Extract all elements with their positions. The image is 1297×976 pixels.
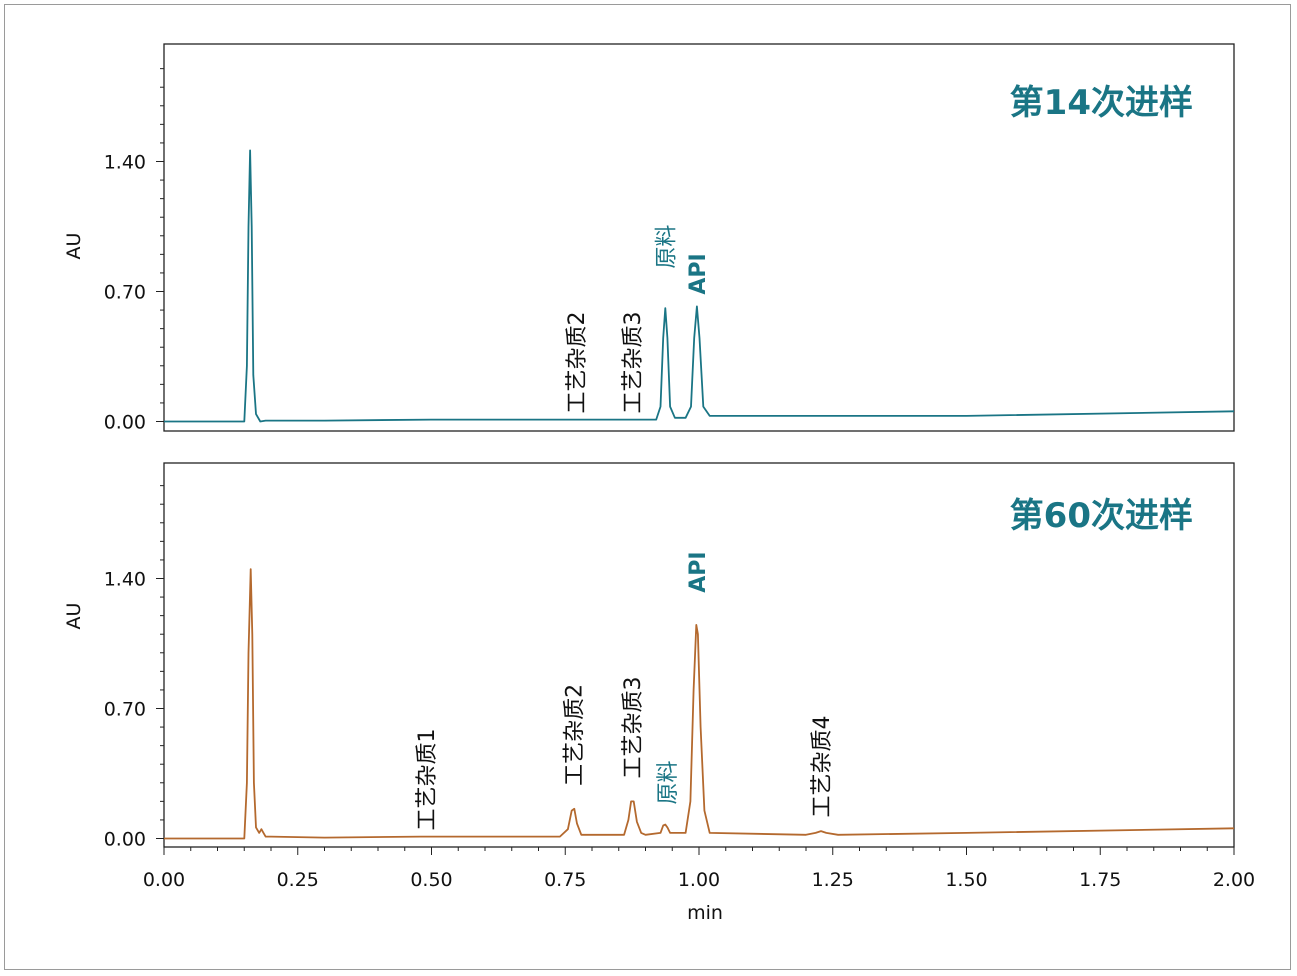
panel-title: 第14次进样 [1010,83,1193,123]
peak-label: API [686,253,711,294]
y-tick-label: 1.40 [104,569,146,591]
x-axis: 0.00 0.25 0.50 0.75 1.00 1.25 1.50 1.75 2.00 [143,847,1255,891]
x-tick-label: 2.00 [1213,869,1255,891]
y-axis: 0.00 0.70 1.40 [104,485,164,851]
x-tick-label: 1.25 [812,869,854,891]
y-axis-title: AU [63,233,85,260]
y-axis: 0.00 0.70 1.40 [104,68,164,434]
peak-label: API [686,551,711,592]
peak-label: 工艺杂质4 [810,716,835,818]
x-tick-label: 0.00 [143,869,185,891]
y-tick-label: 1.40 [104,152,146,174]
x-tick-label: 0.75 [544,869,586,891]
panel-injection-14: 0.00 0.70 1.40 AU 第14次进样 工艺杂质2 工艺杂质3 原料 API [63,43,1235,434]
peak-annotations: 工艺杂质1 工艺杂质2 工艺杂质3 原料 API 工艺杂质4 [415,551,835,830]
series-group [164,149,1235,423]
x-tick-label: 0.50 [410,869,452,891]
peak-annotations: 工艺杂质2 工艺杂质3 原料 API [565,225,711,414]
plot-frame [163,43,1235,432]
peak-label: 工艺杂质3 [621,312,646,414]
series-line [164,149,1235,423]
x-tick-label: 1.50 [945,869,987,891]
y-tick-label: 0.00 [104,412,146,434]
x-tick-label: 1.75 [1079,869,1121,891]
panel-title: 第60次进样 [1010,496,1193,536]
panel-injection-60: 0.00 0.70 1.40 0.00 0.25 0.50 0.75 1.00 1.25 1.5… [63,462,1255,924]
peak-label: 工艺杂质2 [562,684,587,786]
peak-label: 工艺杂质3 [621,677,646,779]
x-tick-label: 0.25 [277,869,319,891]
peak-label: 工艺杂质2 [565,312,590,414]
series-group [164,568,1235,840]
peak-label: 工艺杂质1 [415,729,440,831]
peak-label: 原料 [654,225,679,269]
x-tick-label: 1.00 [678,869,720,891]
series-line [164,568,1235,840]
y-tick-label: 0.00 [104,829,146,851]
x-axis-title: min [687,902,723,924]
y-tick-label: 0.70 [104,699,146,721]
figure-frame [4,4,1291,970]
peak-label: 原料 [656,760,681,804]
y-tick-label: 0.70 [104,282,146,304]
y-axis-title: AU [63,603,85,630]
